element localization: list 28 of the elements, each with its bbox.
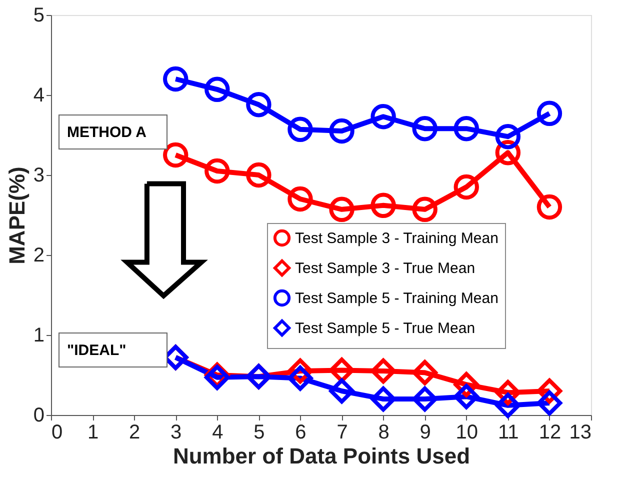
x-tick-label: 7 — [336, 422, 348, 444]
y-tick-label: 3 — [33, 164, 44, 186]
y-tick-label: 4 — [33, 84, 44, 106]
x-tick-label: 0 — [52, 422, 63, 444]
x-tick-label: 8 — [378, 422, 390, 444]
x-tick-label: 9 — [420, 422, 431, 444]
legend-label: Test Sample 3 - Training Mean — [295, 230, 498, 247]
x-tick-label: 11 — [498, 422, 519, 444]
x-tick-label: 3 — [170, 422, 182, 444]
x-tick-label: 13 — [569, 422, 592, 444]
legend-label: Test Sample 5 - Training Mean — [295, 290, 498, 307]
y-axis-title: MAPE(%) — [4, 166, 30, 264]
legend-label: Test Sample 3 - True Mean — [295, 260, 476, 277]
y-tick-label: 2 — [33, 244, 44, 266]
y-tick-label: 0 — [33, 404, 44, 426]
y-tick-label: 1 — [33, 324, 44, 346]
x-tick-label: 2 — [129, 422, 140, 444]
x-tick-label: 1 — [87, 422, 99, 444]
x-axis-title: Number of Data Points Used — [172, 444, 470, 468]
annotation: METHOD A — [67, 124, 147, 141]
x-tick-label: 4 — [212, 422, 224, 444]
x-tick-label: 12 — [538, 422, 562, 444]
annotation: "IDEAL" — [67, 342, 126, 359]
x-tick-label: 10 — [456, 422, 478, 444]
legend-label: Test Sample 5 - True Mean — [295, 320, 476, 337]
x-tick-label: 5 — [254, 422, 265, 444]
x-tick-label: 6 — [295, 422, 306, 444]
y-tick-label: 5 — [33, 4, 44, 26]
